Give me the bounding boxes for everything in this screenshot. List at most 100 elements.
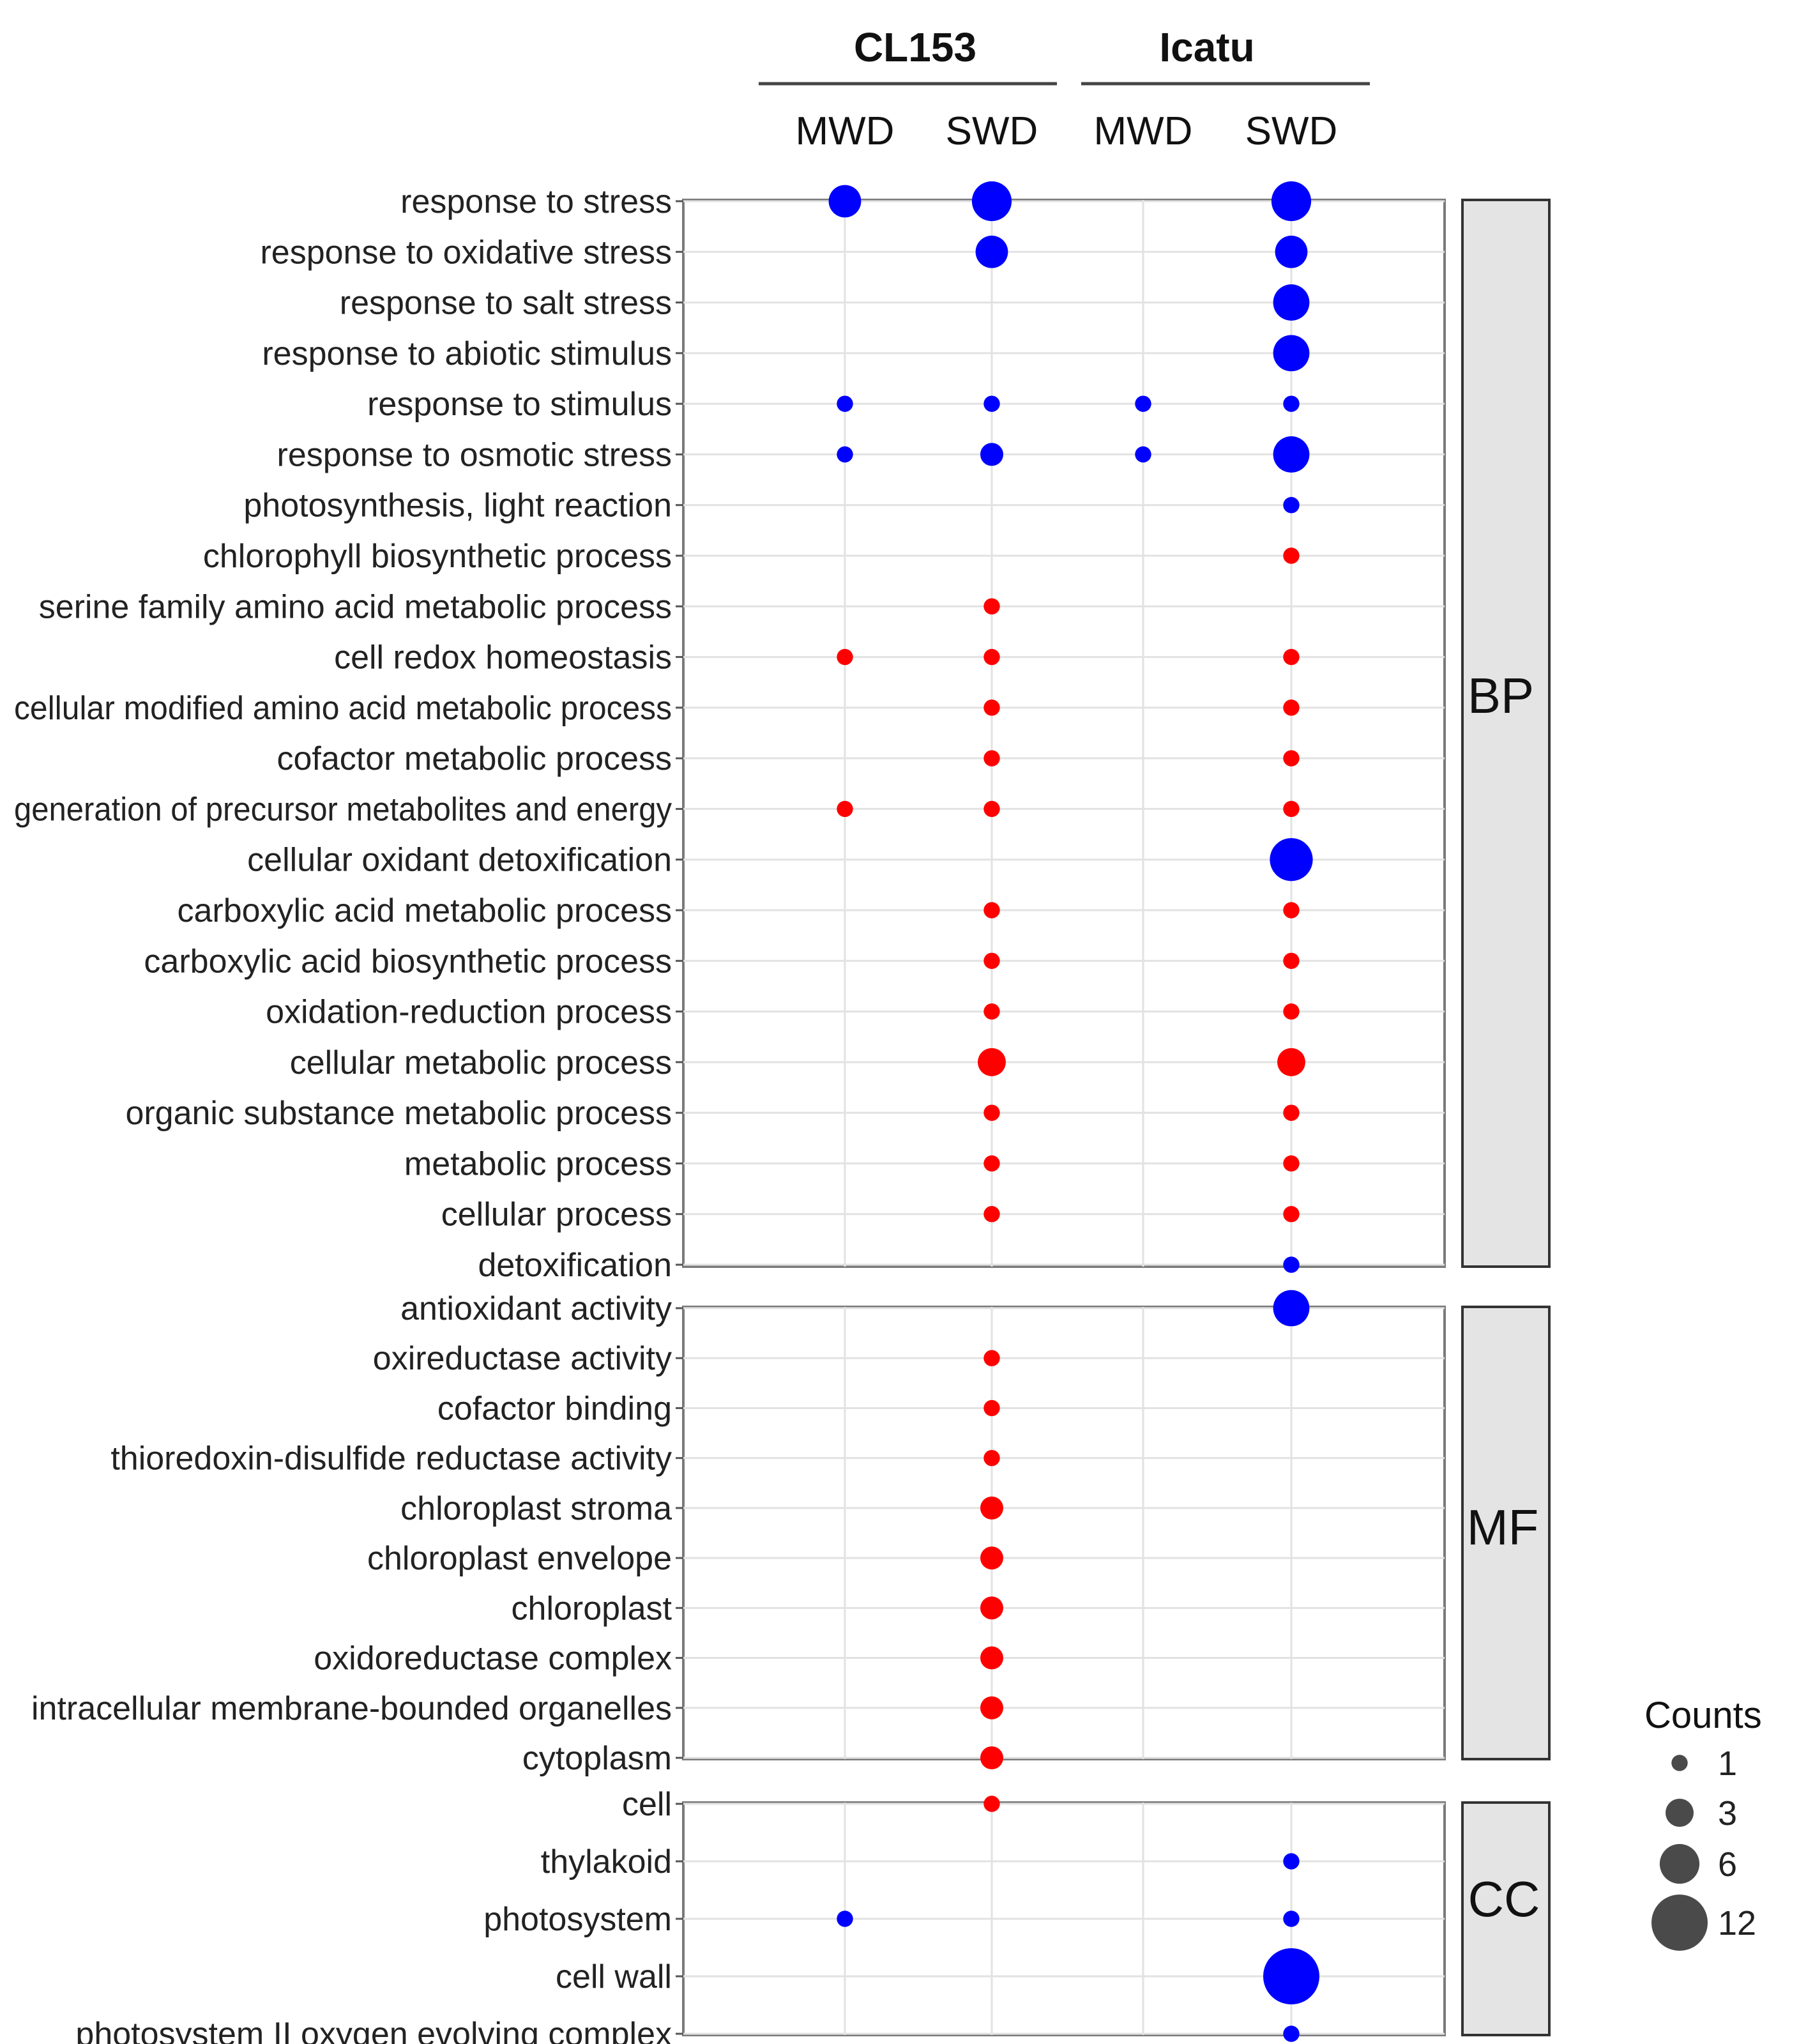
panel-bp (682, 181, 1446, 1273)
term-label-cell-wall: cell wall (556, 1958, 672, 1995)
term-label-response-to-oxidative-stress: response to oxidative stress (260, 234, 672, 271)
point-organic-substance-metabolic-process-cl153-swd (983, 1104, 1000, 1121)
term-labels: response to stress response to oxidative … (14, 183, 683, 2044)
term-label-photosystem: photosystem (483, 1901, 672, 1938)
point-cell-redox-homeostasis-icatu-swd (1283, 648, 1300, 666)
term-label-photosynthesis-light-reaction: photosynthesis, light reaction (243, 487, 672, 524)
point-photosystem-cl153-mwd (837, 1911, 853, 1927)
point-response-to-osmotic-stress-icatu-mwd (1135, 446, 1151, 463)
term-label-cell: cell (622, 1786, 672, 1823)
term-label-cellular-process: cellular process (441, 1196, 672, 1233)
point-cofactor-metabolic-process-icatu-swd (1283, 750, 1300, 766)
point-response-to-osmotic-stress-icatu-swd (1273, 436, 1310, 473)
point-organic-substance-metabolic-process-icatu-swd (1283, 1104, 1300, 1121)
point-oxidation-reduction-process-cl153-swd (983, 1003, 1000, 1020)
point-response-to-stimulus-cl153-mwd (837, 395, 853, 412)
point-metabolic-process-icatu-swd (1283, 1155, 1300, 1172)
term-label-chlorophyll-biosynthetic-process: chlorophyll biosynthetic process (203, 538, 672, 575)
point-cellular-metabolic-process-icatu-swd (1277, 1048, 1305, 1076)
point-response-to-salt-stress-icatu-swd (1273, 284, 1310, 321)
panel-mf (682, 1290, 1446, 1769)
legend-label-6: 6 (1718, 1845, 1737, 1884)
term-label-response-to-osmotic-stress: response to osmotic stress (277, 436, 672, 473)
legend-key-6 (1659, 1843, 1700, 1884)
term-label-detoxification: detoxification (478, 1247, 672, 1284)
legend-items: 1 3 6 12 (1651, 1744, 1756, 1951)
point-response-to-stress-cl153-mwd (828, 185, 862, 218)
point-response-to-osmotic-stress-cl153-swd (980, 443, 1003, 466)
point-response-to-stimulus-cl153-swd (983, 395, 1000, 412)
strip-label-mf: MF (1467, 1499, 1539, 1555)
point-intracellular-membrane-bounded-organelles-cl153-swd (980, 1696, 1003, 1720)
point-photosystem-icatu-swd (1283, 1911, 1300, 1927)
term-label-serine-family-amino-acid-metabolic-process: serine family amino acid metabolic proce… (39, 588, 672, 625)
point-metabolic-process-cl153-swd (983, 1155, 1000, 1172)
strip-label-bp: BP (1468, 667, 1534, 724)
point-response-to-oxidative-stress-icatu-swd (1275, 235, 1308, 268)
term-label-carboxylic-acid-biosynthetic-process: carboxylic acid biosynthetic process (144, 943, 672, 980)
term-label-thioredoxin-disulfide-reductase-activity: thioredoxin-disulfide reductase activity (110, 1440, 672, 1477)
panel-bp-points (828, 181, 1313, 1273)
legend-key-12 (1651, 1895, 1708, 1951)
point-chloroplast-cl153-swd (980, 1596, 1003, 1620)
point-carboxylic-acid-biosynthetic-process-cl153-swd (983, 952, 1000, 969)
legend-key-3 (1666, 1799, 1694, 1827)
point-photosystem-ii-oxygen-evolving-complex-icatu-swd (1283, 2025, 1300, 2042)
panel-mf-points (980, 1290, 1310, 1769)
point-response-to-osmotic-stress-cl153-mwd (837, 446, 853, 463)
legend-key-1 (1671, 1755, 1688, 1771)
point-cellular-oxidant-detoxification-icatu-swd (1270, 838, 1313, 881)
point-carboxylic-acid-metabolic-process-cl153-swd (983, 902, 1000, 919)
term-label-intracellular-membrane-bounded-organelles: intracellular membrane-bounded organelle… (31, 1690, 672, 1727)
term-label-cell-redox-homeostasis: cell redox homeostasis (334, 639, 672, 676)
point-generation-of-precursor-metabolites-and-energy-icatu-swd (1283, 800, 1300, 818)
term-label-response-to-salt-stress: response to salt stress (340, 285, 672, 322)
term-label-response-to-stimulus: response to stimulus (367, 386, 672, 423)
legend-title: Counts (1644, 1695, 1762, 1736)
point-cellular-modified-amino-acid-metabolic-process-cl153-swd (983, 699, 1000, 716)
point-serine-family-amino-acid-metabolic-process-cl153-swd (983, 598, 1000, 614)
panel-cc (682, 1796, 1446, 2042)
strip-cc (1461, 1801, 1551, 2036)
strip-bp (1461, 199, 1551, 1268)
point-oxidoreductase-complex-cl153-swd (980, 1646, 1003, 1670)
point-generation-of-precursor-metabolites-and-energy-cl153-mwd (837, 800, 853, 818)
point-thioredoxin-disulfide-reductase-activity-cl153-swd (983, 1449, 1000, 1467)
term-label-oxidoreductase-complex: oxidoreductase complex (314, 1640, 672, 1677)
term-label-chloroplast: chloroplast (512, 1590, 672, 1627)
point-carboxylic-acid-metabolic-process-icatu-swd (1283, 902, 1300, 919)
legend-label-1: 1 (1718, 1744, 1737, 1783)
point-cell-wall-icatu-swd (1263, 1948, 1319, 2004)
term-label-photosystem-ii-oxygen-evolving-complex: photosystem II oxygen evolving complex (75, 2016, 672, 2044)
point-detoxification-icatu-swd (1283, 1256, 1300, 1273)
panel-cc-points (837, 1796, 1319, 2042)
point-cellular-process-icatu-swd (1283, 1206, 1300, 1223)
term-label-oxidation-reduction-process: oxidation-reduction process (266, 994, 672, 1031)
term-label-antioxidant-activity: antioxidant activity (400, 1290, 672, 1327)
term-label-chloroplast-envelope: chloroplast envelope (367, 1540, 672, 1577)
term-label-response-to-abiotic-stimulus: response to abiotic stimulus (262, 335, 672, 372)
point-cellular-modified-amino-acid-metabolic-process-icatu-swd (1283, 699, 1300, 716)
legend: Counts 1 3 6 12 (1644, 1695, 1762, 1951)
legend-label-12: 12 (1718, 1904, 1756, 1942)
term-label-cofactor-metabolic-process: cofactor metabolic process (277, 740, 672, 777)
point-oxidation-reduction-process-icatu-swd (1283, 1003, 1300, 1020)
point-chloroplast-envelope-cl153-swd (980, 1546, 1003, 1570)
term-label-organic-substance-metabolic-process: organic substance metabolic process (125, 1095, 672, 1132)
point-antioxidant-activity-icatu-swd (1273, 1290, 1310, 1327)
term-label-metabolic-process: metabolic process (404, 1145, 672, 1182)
term-label-cellular-metabolic-process: cellular metabolic process (290, 1044, 672, 1081)
term-label-response-to-stress: response to stress (400, 183, 672, 220)
column-label-cl153-mwd: MWD (796, 109, 895, 153)
column-label-icatu-mwd: MWD (1094, 109, 1193, 153)
panel-mf-grid (683, 1307, 1445, 1759)
point-generation-of-precursor-metabolites-and-energy-cl153-swd (983, 800, 1000, 818)
point-carboxylic-acid-biosynthetic-process-icatu-swd (1283, 952, 1300, 969)
column-label-cl153-swd: SWD (946, 109, 1038, 153)
point-oxireductase-activity-cl153-swd (983, 1350, 1000, 1366)
point-response-to-oxidative-stress-cl153-swd (975, 235, 1008, 268)
point-cell-cl153-swd (983, 1796, 1000, 1812)
point-response-to-abiotic-stimulus-icatu-swd (1273, 335, 1310, 372)
term-label-cellular-modified-amino-acid-metabolic-process: cellular modified amino acid metabolic p… (14, 690, 672, 727)
